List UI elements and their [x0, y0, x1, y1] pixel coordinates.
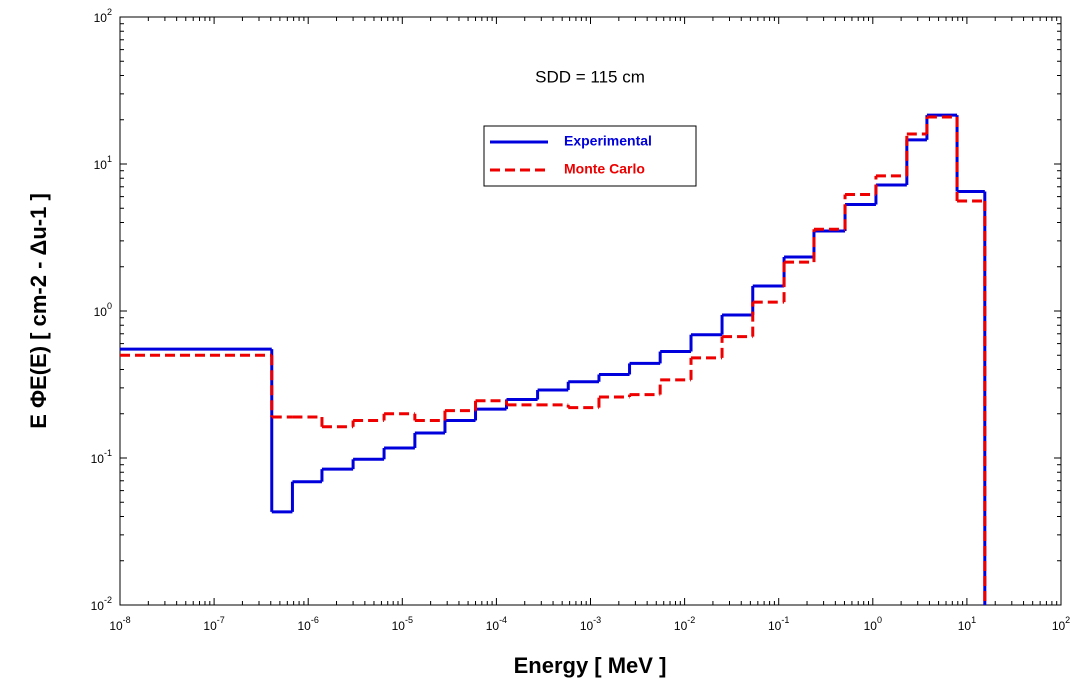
x-tick-label: 10-7 [203, 615, 224, 633]
x-tick-label: 10-8 [109, 615, 130, 633]
y-tick-label: 102 [94, 7, 112, 25]
chart-title: SDD = 115 cm [535, 67, 645, 86]
y-tick-label: 10-2 [91, 595, 112, 613]
legend-box [483, 125, 697, 187]
legend-label: Experimental [564, 133, 652, 149]
y-axis-label: E ΦE(E) [ cm-2 - Δu-1 ] [26, 193, 51, 429]
legend-label: Monte Carlo [564, 161, 645, 177]
x-tick-label: 10-3 [580, 615, 601, 633]
x-tick-label: 10-1 [768, 615, 789, 633]
plot-frame [119, 16, 1062, 606]
x-tick-label: 101 [958, 615, 976, 633]
y-tick-label: 10-1 [91, 448, 112, 466]
x-tick-label: 102 [1052, 615, 1070, 633]
x-tick-label: 10-6 [298, 615, 319, 633]
x-tick-label: 10-4 [486, 615, 507, 633]
x-tick-label: 10-5 [392, 615, 413, 633]
x-tick-label: 100 [864, 615, 882, 633]
x-axis-label: Energy [ MeV ] [514, 653, 667, 678]
y-tick-label: 100 [94, 301, 112, 319]
y-tick-label: 101 [94, 154, 112, 172]
x-tick-label: 10-2 [674, 615, 695, 633]
